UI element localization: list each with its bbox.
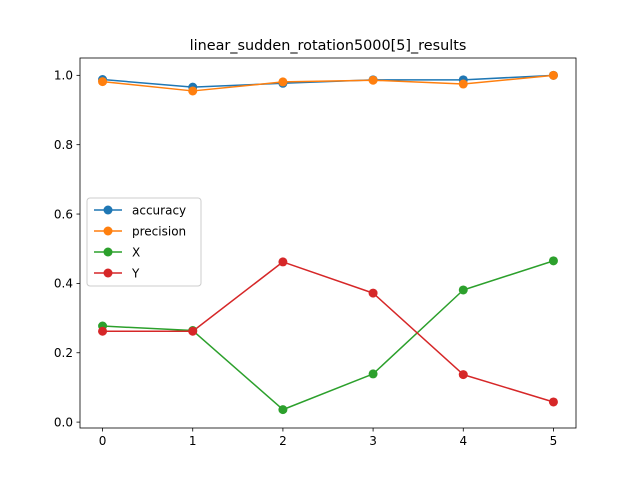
data-point <box>548 397 558 407</box>
y-tick-label: 0.0 <box>54 415 73 429</box>
series-2 <box>98 70 558 96</box>
data-point <box>278 405 288 415</box>
legend-marker <box>103 226 113 236</box>
x-tick-label: 0 <box>99 434 107 448</box>
x-tick-label: 1 <box>189 434 197 448</box>
data-point <box>278 77 288 87</box>
y-tick-label: 0.2 <box>54 346 73 360</box>
data-point <box>458 370 468 380</box>
series-line <box>102 74 554 92</box>
legend-marker <box>103 247 113 257</box>
series-layer <box>98 70 558 415</box>
data-point <box>458 79 468 89</box>
x-tick-label: 4 <box>459 434 467 448</box>
legend-label: precision <box>132 224 186 238</box>
legend-box <box>86 197 202 287</box>
data-point <box>98 326 108 336</box>
legend-label: Y <box>131 266 140 280</box>
data-point <box>98 77 108 87</box>
legend-entry: Y <box>94 266 140 280</box>
legend-entry: precision <box>94 224 186 238</box>
legend: accuracy precision XY <box>86 197 202 287</box>
data-point <box>548 256 558 266</box>
data-point <box>368 75 378 85</box>
data-point <box>368 288 378 298</box>
data-point <box>188 86 198 96</box>
y-tick-label: 0.8 <box>54 138 73 152</box>
x-tick-label: 3 <box>369 434 377 448</box>
data-point <box>548 70 558 80</box>
series-line <box>102 261 554 403</box>
y-tick-label: 0.6 <box>54 207 73 221</box>
axes-layer: 0 1 2 3 4 5 0.0 0.2 0.4 0.6 0.8 1.0 <box>54 57 577 448</box>
legend-label: X <box>132 245 140 259</box>
x-tick-label: 2 <box>279 434 287 448</box>
data-point <box>188 326 198 336</box>
legend-marker <box>103 205 113 215</box>
series-line <box>102 260 554 411</box>
axes-frame <box>79 57 577 429</box>
x-tick-label: 5 <box>550 434 558 448</box>
legend-label: accuracy <box>132 203 186 217</box>
series-4 <box>98 257 558 407</box>
data-point <box>278 257 288 267</box>
y-tick-label: 1.0 <box>54 69 73 83</box>
legend-entry: accuracy <box>94 203 186 217</box>
chart-title: linear_sudden_rotation5000[5]_results <box>190 38 467 54</box>
data-point <box>458 285 468 295</box>
y-tick-label: 0.4 <box>54 277 73 291</box>
legend-marker <box>103 268 113 278</box>
legend-entry: X <box>94 245 140 259</box>
data-point <box>368 369 378 379</box>
